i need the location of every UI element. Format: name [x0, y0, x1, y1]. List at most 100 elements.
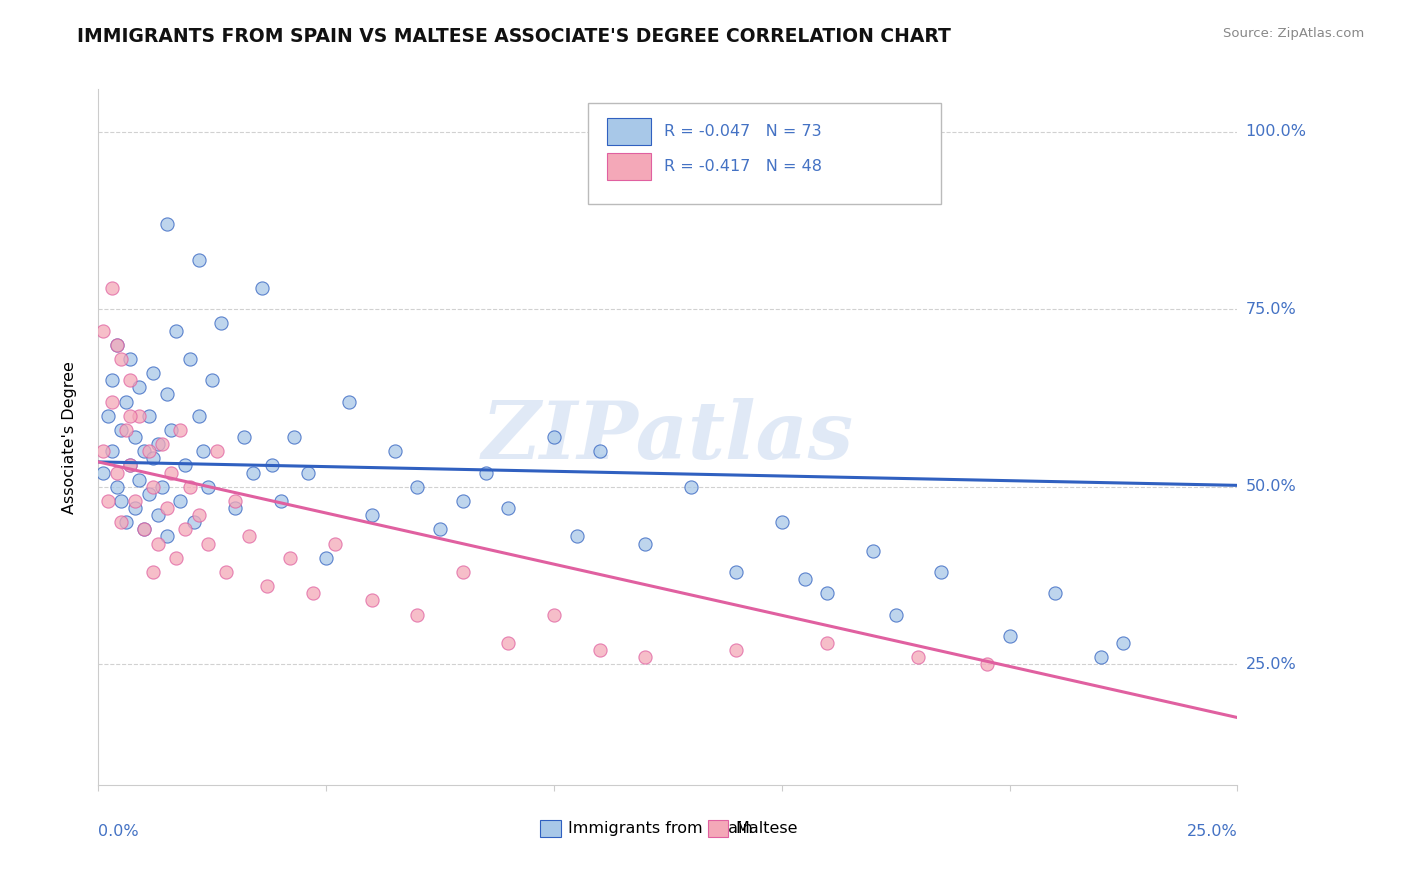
Point — [110, 516, 132, 530]
Point — [120, 409, 142, 423]
FancyBboxPatch shape — [607, 153, 651, 179]
Point — [174, 522, 197, 536]
Point — [150, 480, 173, 494]
Point — [283, 430, 305, 444]
Point — [360, 508, 382, 523]
Point — [793, 572, 815, 586]
Point — [138, 409, 160, 423]
Point — [124, 501, 146, 516]
Point — [238, 529, 260, 543]
Point — [725, 643, 748, 657]
Point — [101, 444, 124, 458]
Point — [110, 494, 132, 508]
Point — [337, 394, 360, 409]
Point — [384, 444, 406, 458]
Point — [406, 480, 429, 494]
Point — [862, 543, 884, 558]
Point — [193, 444, 215, 458]
Point — [907, 650, 929, 665]
Point — [187, 252, 209, 267]
Point — [114, 394, 136, 409]
FancyBboxPatch shape — [540, 820, 561, 837]
Point — [128, 473, 150, 487]
Point — [725, 565, 748, 579]
Point — [474, 466, 496, 480]
Text: 0.0%: 0.0% — [98, 824, 139, 838]
Point — [165, 550, 187, 565]
Point — [142, 565, 165, 579]
Point — [101, 394, 124, 409]
Text: Maltese: Maltese — [735, 821, 797, 836]
Text: ZIPatlas: ZIPatlas — [482, 399, 853, 475]
Point — [179, 351, 201, 366]
Point — [297, 466, 319, 480]
Point — [209, 317, 232, 331]
Point — [215, 565, 238, 579]
Point — [260, 458, 283, 473]
Point — [201, 373, 224, 387]
Point — [101, 281, 124, 295]
Point — [156, 217, 179, 231]
Point — [160, 466, 183, 480]
Point — [360, 593, 382, 607]
Point — [498, 636, 520, 650]
Point — [1043, 586, 1066, 600]
Point — [128, 409, 150, 423]
Point — [301, 586, 323, 600]
Point — [205, 444, 228, 458]
Point — [138, 444, 160, 458]
Point — [142, 366, 165, 380]
Point — [138, 487, 160, 501]
Point — [679, 480, 702, 494]
Point — [256, 579, 278, 593]
Point — [91, 466, 114, 480]
Point — [543, 607, 565, 622]
Point — [976, 657, 998, 672]
Y-axis label: Associate's Degree: Associate's Degree — [62, 360, 77, 514]
Point — [169, 423, 191, 437]
Point — [179, 480, 201, 494]
Point — [998, 629, 1021, 643]
Point — [160, 423, 183, 437]
Point — [1090, 650, 1112, 665]
Point — [114, 423, 136, 437]
Text: 100.0%: 100.0% — [1246, 124, 1306, 139]
Point — [588, 444, 610, 458]
Point — [105, 466, 128, 480]
Point — [132, 522, 155, 536]
Point — [142, 451, 165, 466]
Text: R = -0.417   N = 48: R = -0.417 N = 48 — [665, 159, 823, 174]
Point — [142, 480, 165, 494]
Point — [156, 387, 179, 401]
Text: R = -0.047   N = 73: R = -0.047 N = 73 — [665, 124, 823, 139]
Point — [815, 636, 838, 650]
Point — [588, 643, 610, 657]
Point — [96, 494, 118, 508]
Text: 25.0%: 25.0% — [1187, 824, 1237, 838]
Point — [270, 494, 292, 508]
Point — [156, 529, 179, 543]
Point — [146, 536, 169, 550]
Point — [169, 494, 191, 508]
Point — [174, 458, 197, 473]
Point — [815, 586, 838, 600]
Point — [187, 508, 209, 523]
FancyBboxPatch shape — [588, 103, 941, 204]
Text: 25.0%: 25.0% — [1246, 657, 1296, 672]
Point — [114, 516, 136, 530]
Point — [110, 351, 132, 366]
Point — [770, 516, 793, 530]
FancyBboxPatch shape — [607, 119, 651, 145]
Point — [183, 516, 205, 530]
Point — [498, 501, 520, 516]
Point — [91, 324, 114, 338]
Text: 75.0%: 75.0% — [1246, 301, 1296, 317]
Point — [197, 536, 219, 550]
Point — [105, 480, 128, 494]
Point — [429, 522, 451, 536]
Point — [278, 550, 301, 565]
Point — [110, 423, 132, 437]
Point — [224, 494, 246, 508]
Point — [146, 508, 169, 523]
Point — [105, 338, 128, 352]
